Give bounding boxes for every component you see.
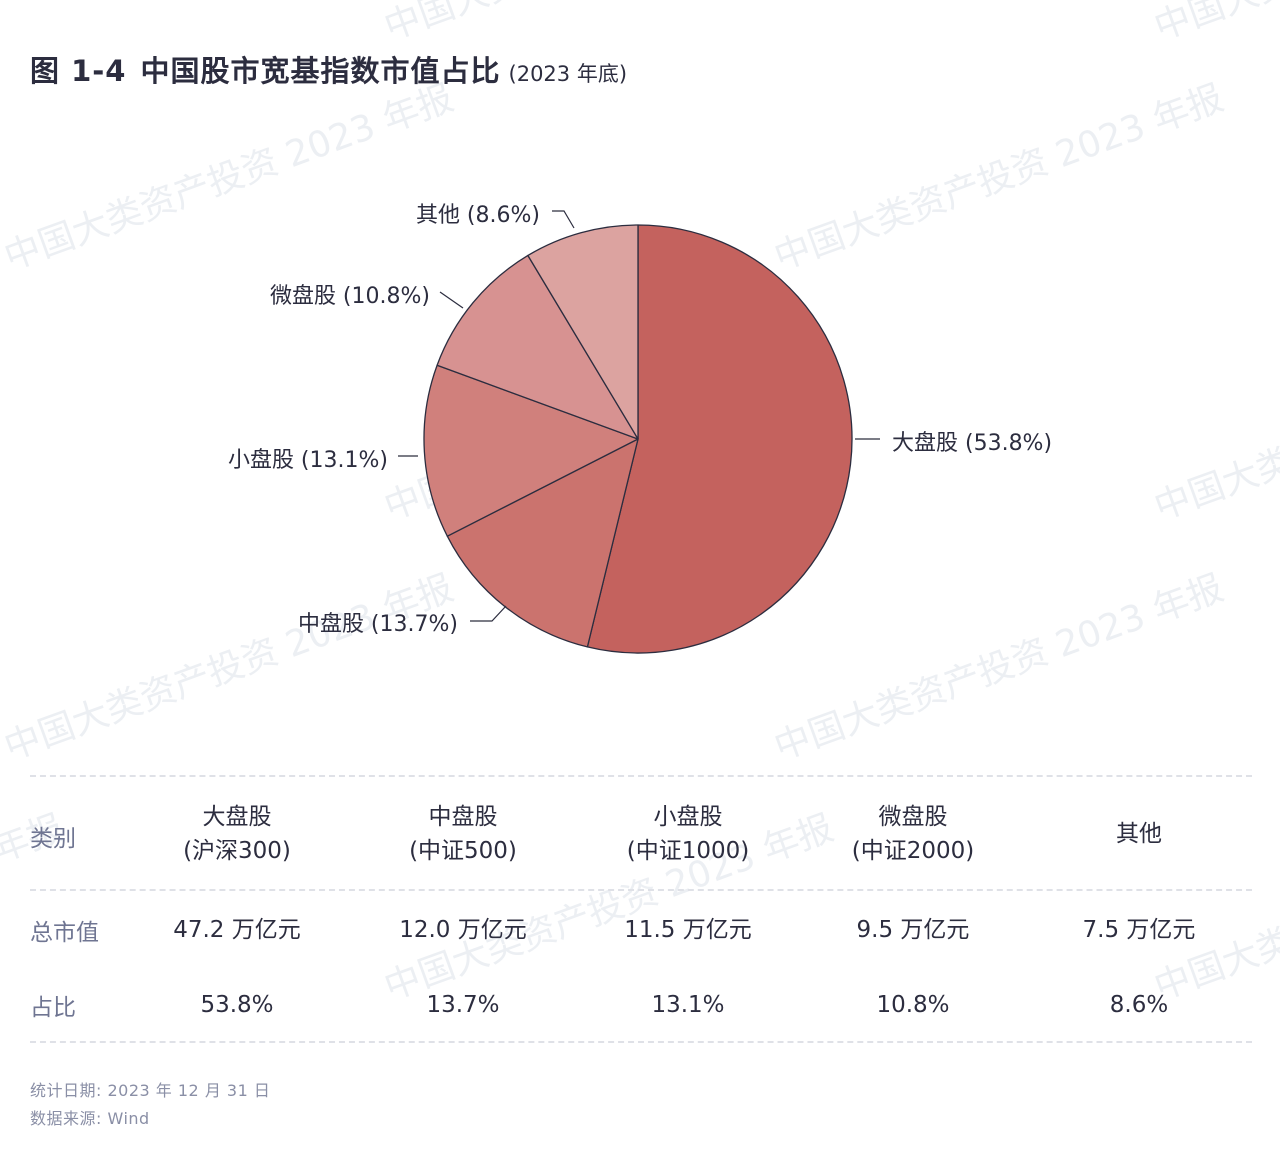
header-name: 其他 (1116, 821, 1162, 847)
table-cell: 9.5 万亿元 (856, 917, 970, 943)
table-row-market-cap: 总市值 47.2 万亿元 12.0 万亿元 11.5 万亿元 9.5 万亿元 7… (30, 913, 1252, 949)
pie-slice-2 (423, 364, 639, 537)
slice-label: 小盘股 (13.1%) (228, 448, 388, 473)
row-label-category: 类别 (30, 826, 76, 852)
table-cell: 11.5 万亿元 (624, 917, 752, 943)
table-divider-bottom (30, 1041, 1252, 1043)
pie-chart: 大盘股 (53.8%) 中盘股 (13.7%) 小盘股 (13.1%) 微盘股 (10… (228, 203, 1052, 654)
header-index: (中证2000) (851, 838, 975, 864)
table-cell: 7.5 万亿元 (1082, 917, 1196, 943)
header-cell-large-cap: 大盘股 (沪深300) (124, 800, 350, 868)
figure-number: 图 1-4 (30, 54, 127, 88)
table-cell: 12.0 万亿元 (399, 917, 527, 943)
table-cell: 8.6% (1109, 992, 1169, 1018)
header-name: 中盘股 (428, 804, 498, 830)
header-index: (中证1000) (626, 838, 750, 864)
header-cell-other: 其他 (1026, 817, 1252, 851)
table-header-row: 类别 大盘股 (沪深300) 中盘股 (中证500) 小盘股 (中证1000) … (30, 800, 1252, 870)
slice-label: 中盘股 (13.7%) (298, 612, 458, 637)
table-divider-top (30, 775, 1252, 777)
pie-slice-3 (436, 254, 639, 440)
chart-title: 图 1-4 中国股市宽基指数市值占比 (2023 年底) (30, 48, 627, 90)
header-index: (沪深300) (183, 838, 291, 864)
row-label-share: 占比 (30, 995, 76, 1021)
table-cell: 53.8% (200, 992, 274, 1018)
footer-source: 数据来源: Wind (30, 1109, 150, 1128)
header-name: 大盘股 (202, 804, 272, 830)
title-subtitle: (2023 年底) (508, 62, 628, 86)
table-divider-mid (30, 889, 1252, 891)
table-row-share: 占比 53.8% 13.7% 13.1% 10.8% 8.6% (30, 988, 1252, 1024)
header-name: 小盘股 (653, 804, 723, 830)
footer-date: 统计日期: 2023 年 12 月 31 日 (30, 1081, 271, 1100)
pie-slice-0 (586, 224, 853, 654)
header-cell-micro-cap: 微盘股 (中证2000) (800, 800, 1026, 868)
table-cell: 47.2 万亿元 (173, 917, 301, 943)
slice-label: 大盘股 (53.8%) (892, 431, 1052, 456)
table-cell: 13.7% (426, 992, 500, 1018)
header-name: 微盘股 (878, 804, 948, 830)
leader-line (470, 605, 507, 622)
header-cell-small-cap: 小盘股 (中证1000) (575, 800, 801, 868)
table-cell: 10.8% (876, 992, 950, 1018)
slice-label: 微盘股 (10.8%) (270, 284, 430, 309)
leader-line (552, 210, 575, 229)
title-main: 中国股市宽基指数市值占比 (140, 54, 501, 88)
header-cell-mid-cap: 中盘股 (中证500) (350, 800, 576, 868)
pie-slice-4 (527, 224, 639, 440)
table-cell: 13.1% (651, 992, 725, 1018)
leader-line (439, 291, 464, 309)
header-index: (中证500) (409, 838, 517, 864)
slice-label: 其他 (8.6%) (416, 203, 540, 228)
row-label-market-cap: 总市值 (30, 920, 99, 946)
